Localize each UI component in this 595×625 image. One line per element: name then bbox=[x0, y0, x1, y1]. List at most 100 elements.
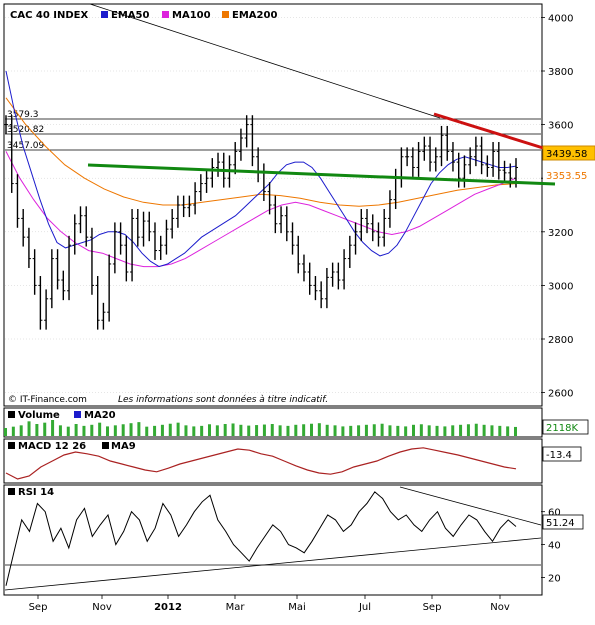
main-y-axis: 26002800300032003400360038004000 bbox=[541, 13, 573, 400]
volume-bar bbox=[82, 425, 86, 436]
rsi-y-axis: 20 40 60 bbox=[541, 508, 561, 585]
volume-bar bbox=[333, 425, 337, 436]
volume-bar bbox=[90, 424, 94, 436]
volume-value: 2118K bbox=[546, 423, 578, 434]
volume-bar bbox=[419, 424, 423, 436]
volume-bar bbox=[506, 426, 510, 436]
long-trend-line bbox=[89, 3, 441, 119]
last-price-value: 3439.58 bbox=[546, 149, 587, 160]
volume-label: Volume bbox=[18, 410, 60, 421]
volume-bar bbox=[459, 424, 463, 436]
main-y-tick-label: 2600 bbox=[548, 389, 573, 400]
legend-index-label: CAC 40 INDEX bbox=[10, 10, 89, 21]
volume-bar bbox=[443, 426, 447, 436]
x-tick-label: Mar bbox=[226, 602, 246, 613]
main-gridlines bbox=[5, 17, 541, 393]
volume-bar bbox=[404, 426, 408, 436]
disclaimer-text: Les informations sont données à titre in… bbox=[118, 394, 328, 405]
volume-bar bbox=[74, 424, 78, 436]
rsi-y-tick-label: 40 bbox=[548, 541, 561, 552]
volume-bar bbox=[482, 424, 486, 436]
volume-bar bbox=[514, 426, 517, 436]
x-tick-label: Sep bbox=[423, 602, 442, 613]
x-tick-label: Nov bbox=[92, 602, 112, 613]
volume-panel-frame bbox=[3, 407, 543, 438]
volume-bars bbox=[4, 420, 517, 436]
volume-bar bbox=[58, 425, 62, 436]
level-label-3579: 3579.3 bbox=[7, 110, 39, 120]
main-panel-frame bbox=[3, 3, 543, 407]
x-axis: Sep Nov 2012 Mar Mai Jul Sep Nov bbox=[29, 595, 510, 613]
volume-bar bbox=[349, 425, 353, 436]
main-y-tick-label: 3200 bbox=[548, 228, 573, 239]
volume-bar bbox=[286, 425, 290, 436]
rsi-series-line bbox=[5, 491, 517, 586]
support-line bbox=[87, 163, 556, 186]
volume-bar bbox=[270, 424, 274, 436]
main-y-tick-label: 3600 bbox=[548, 121, 573, 132]
volume-bar bbox=[372, 424, 376, 436]
volume-ma-label: MA20 bbox=[84, 410, 116, 421]
volume-bar bbox=[247, 425, 251, 436]
rsi-y-tick-label: 20 bbox=[548, 574, 561, 585]
volume-bar bbox=[435, 425, 439, 436]
volume-bar bbox=[412, 424, 415, 436]
price-bars bbox=[4, 115, 518, 330]
volume-bar bbox=[137, 422, 141, 436]
volume-bar bbox=[490, 425, 494, 436]
volume-bar bbox=[388, 425, 392, 436]
volume-bar bbox=[160, 424, 164, 436]
volume-bar bbox=[27, 421, 31, 436]
volume-bar bbox=[341, 426, 345, 436]
volume-bar bbox=[294, 424, 298, 436]
legend-ema200-label: EMA200 bbox=[232, 10, 277, 21]
volume-bar bbox=[364, 424, 368, 436]
x-tick-label: Jul bbox=[358, 602, 371, 613]
volume-bar bbox=[466, 424, 470, 436]
volume-legend-swatch bbox=[8, 411, 15, 418]
main-y-tick-label: 3800 bbox=[548, 67, 573, 78]
volume-bar bbox=[113, 425, 117, 436]
volume-bar bbox=[121, 424, 125, 436]
legend-ma100-swatch bbox=[162, 11, 169, 18]
copyright-text: © IT-Finance.com bbox=[8, 395, 87, 405]
volume-bar bbox=[192, 426, 196, 436]
main-y-tick-label: 4000 bbox=[548, 13, 573, 24]
macd-signal-swatch bbox=[102, 442, 109, 449]
legend-ema50-label: EMA50 bbox=[111, 10, 149, 21]
ema50-series-line bbox=[5, 70, 517, 268]
volume-bar bbox=[223, 424, 227, 436]
legend-ema50-swatch bbox=[101, 11, 108, 18]
volume-bar bbox=[231, 423, 235, 436]
volume-bar bbox=[302, 424, 306, 436]
volume-bar bbox=[427, 425, 431, 436]
volume-bar bbox=[239, 424, 243, 436]
x-tick-label: Sep bbox=[29, 602, 48, 613]
rsi-label: RSI 14 bbox=[18, 487, 54, 498]
volume-bar bbox=[451, 425, 455, 436]
macd-label: MACD 12 26 bbox=[18, 441, 86, 452]
legend: CAC 40 INDEX EMA50 MA100 EMA200 bbox=[10, 10, 277, 21]
resistance-line bbox=[433, 112, 557, 154]
macd-panel-frame bbox=[3, 438, 543, 484]
volume-bar bbox=[51, 420, 55, 436]
volume-bar bbox=[325, 424, 329, 436]
volume-bar bbox=[11, 426, 15, 436]
legend-ma100-label: MA100 bbox=[172, 10, 211, 21]
volume-bar bbox=[168, 423, 172, 436]
level-label-3520: 3520.82 bbox=[7, 125, 44, 135]
volume-bar bbox=[66, 426, 70, 436]
x-tick-label: Nov bbox=[490, 602, 510, 613]
volume-bar bbox=[278, 425, 282, 436]
level-label-3457: 3457.09 bbox=[7, 141, 44, 151]
main-y-tick-label: 2800 bbox=[548, 335, 573, 346]
volume-bar bbox=[208, 424, 211, 436]
volume-bar bbox=[357, 425, 361, 436]
volume-bar bbox=[129, 423, 133, 436]
volume-value-badge bbox=[542, 419, 589, 435]
macd-signal-label: MA9 bbox=[111, 441, 136, 452]
last-price-badge bbox=[542, 145, 595, 161]
volume-bar bbox=[43, 422, 47, 436]
volume-bar bbox=[106, 426, 109, 436]
